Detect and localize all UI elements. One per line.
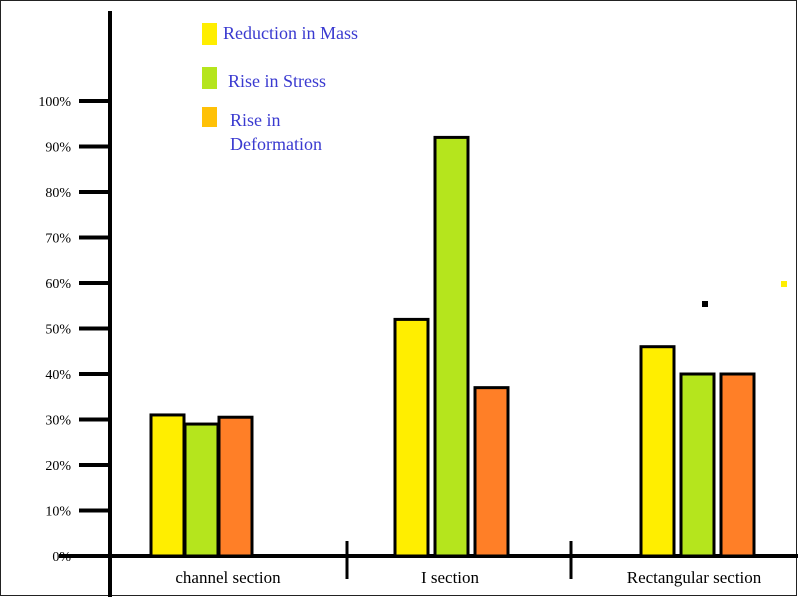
bar-i-section-series-2 [433, 135, 470, 558]
y-tick-label: 90% [45, 141, 71, 156]
bar-i-section-series-3 [473, 386, 510, 558]
yellow-dot [781, 281, 787, 287]
y-tick-label: 100% [38, 95, 71, 110]
bar-rectangular-section-series-1 [639, 345, 676, 558]
legend-swatch [202, 23, 217, 45]
category-label: channel section [175, 568, 281, 587]
y-tick-label: 60% [45, 277, 71, 292]
legend-label: Deformation [230, 134, 322, 154]
bar-i-section-series-1 [393, 317, 430, 558]
y-tick-label: 50% [45, 323, 71, 338]
legend-label: Reduction in Mass [223, 23, 358, 43]
category-labels: channel section I section Rectangular sect… [175, 568, 761, 587]
y-axis-ticks: 0% 10% 20% 30% 40% 50% 60% 70% 80% 90% 100% [38, 95, 110, 565]
legend-label: Rise in [230, 110, 281, 130]
category-label: I section [421, 568, 480, 587]
bar-channel-section-series-3 [217, 415, 254, 558]
y-tick-label: 40% [45, 368, 71, 383]
bar-rectangular-section-series-3 [719, 372, 756, 558]
bar-channel-section-series-2 [183, 422, 220, 558]
bars [149, 135, 756, 558]
y-tick-label: 80% [45, 186, 71, 201]
y-tick-label: 20% [45, 459, 71, 474]
legend: Reduction in Mass Rise in Stress Rise in De… [202, 23, 358, 154]
y-tick-label: 70% [45, 232, 71, 247]
legend-swatch [202, 67, 217, 89]
category-label: Rectangular section [627, 568, 762, 587]
stray-marks [702, 281, 787, 307]
legend-label: Rise in Stress [228, 71, 326, 91]
y-tick-label: 0% [52, 550, 71, 565]
y-tick-label: 30% [45, 414, 71, 429]
bar-rectangular-section-series-2 [679, 372, 716, 558]
bar-channel-section-series-1 [149, 413, 186, 558]
black-dot [702, 301, 708, 307]
legend-swatch [202, 107, 217, 127]
y-tick-label: 10% [45, 505, 71, 520]
